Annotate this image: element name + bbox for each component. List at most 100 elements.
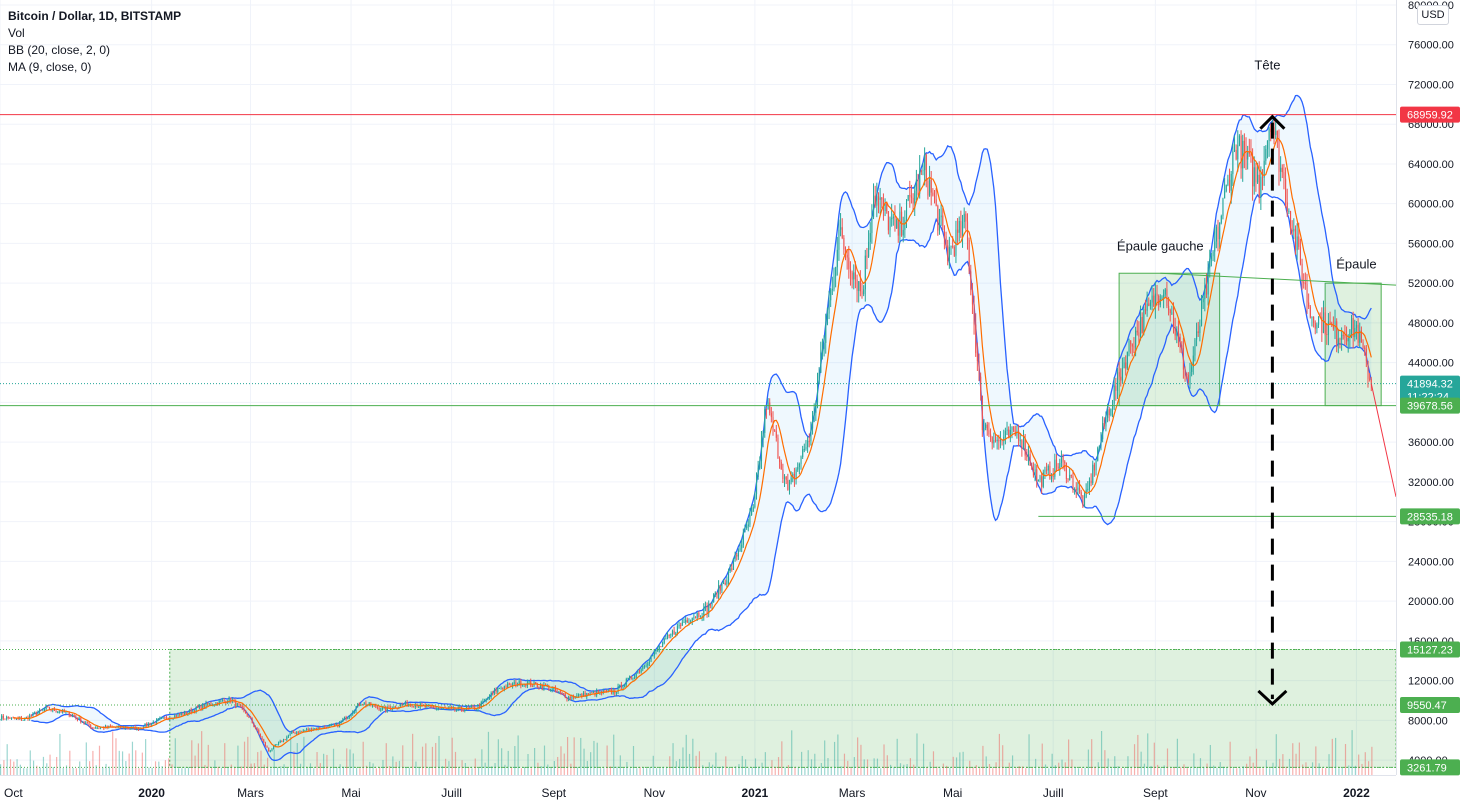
candle-body xyxy=(414,705,416,707)
candle-body xyxy=(1304,283,1306,285)
candle-body xyxy=(240,705,242,707)
volume-bar xyxy=(1226,767,1228,775)
volume-bar xyxy=(1311,762,1314,775)
currency-button[interactable]: USD xyxy=(1417,5,1449,25)
volume-bar xyxy=(1364,752,1366,775)
volume-bar xyxy=(794,767,796,775)
candle-body xyxy=(1075,489,1077,491)
volume-bar xyxy=(876,758,879,775)
candle-body xyxy=(599,691,601,693)
candle-body xyxy=(848,257,850,270)
volume-bar xyxy=(1183,764,1185,775)
candle-body xyxy=(1309,306,1311,318)
candle-body xyxy=(826,313,828,325)
candle-body xyxy=(731,568,733,570)
candle-body xyxy=(7,717,9,719)
candle-body xyxy=(543,684,545,689)
candle-body xyxy=(1026,455,1028,458)
candle-body xyxy=(886,202,888,212)
candle-body xyxy=(757,467,759,477)
volume-bar xyxy=(1328,754,1330,775)
volume-bar xyxy=(764,752,766,775)
volume-bar xyxy=(979,768,981,775)
candle-body xyxy=(770,413,772,418)
candle-body xyxy=(78,717,80,720)
moving-average-line xyxy=(13,137,1372,748)
volume-bar xyxy=(283,764,285,775)
candle-body xyxy=(335,723,337,726)
volume-bar xyxy=(1035,758,1037,775)
candle-body xyxy=(584,692,586,698)
volume-bar xyxy=(1331,738,1333,775)
candle-body xyxy=(1229,179,1231,191)
candle-body xyxy=(866,255,868,257)
volume-bar xyxy=(566,737,569,775)
candle-body xyxy=(400,704,402,707)
volume-bar xyxy=(29,750,31,775)
candle-body xyxy=(797,466,799,470)
candle-body xyxy=(554,687,557,691)
candle-body xyxy=(1046,469,1048,471)
candle-body xyxy=(932,192,934,196)
candle-body xyxy=(1288,210,1290,212)
candle-body xyxy=(1,715,3,720)
volume-bar xyxy=(557,756,559,775)
candle-body xyxy=(91,727,93,729)
candle-body xyxy=(1276,130,1278,139)
candle-body xyxy=(1042,472,1044,487)
candle-body xyxy=(843,237,845,250)
candle-body xyxy=(70,715,72,717)
candle-body xyxy=(660,646,662,648)
time-tick-label: Nov xyxy=(1245,786,1266,800)
candle-body xyxy=(792,474,794,478)
volume-bar xyxy=(263,764,265,775)
volume-bar xyxy=(270,768,272,775)
candle-body xyxy=(947,245,949,262)
candle-body xyxy=(416,705,418,708)
volume-bar xyxy=(886,755,888,775)
candle-body xyxy=(358,703,360,706)
volume-bar xyxy=(738,764,740,775)
candle-body xyxy=(353,711,355,713)
candle-body xyxy=(250,716,252,719)
candle-body xyxy=(165,717,168,719)
candle-body xyxy=(1172,312,1175,330)
candle-body xyxy=(1174,329,1176,336)
volume-bar xyxy=(428,767,430,775)
candle-body xyxy=(1327,321,1330,335)
candle-body xyxy=(273,746,275,750)
candle-body xyxy=(1205,285,1208,295)
candle-body xyxy=(284,739,286,741)
price-tick-label: 24000.00 xyxy=(1408,556,1454,568)
volume-bar xyxy=(1275,734,1277,775)
candle-body xyxy=(726,580,728,585)
volume-indicator-label[interactable]: Vol xyxy=(8,26,25,40)
moving-average-label[interactable]: MA (9, close, 0) xyxy=(8,60,92,74)
candle-body xyxy=(962,222,964,238)
volume-bar xyxy=(718,767,720,775)
candle-body xyxy=(294,732,296,734)
candle-body xyxy=(1159,298,1161,305)
volume-bar xyxy=(814,753,816,775)
volume-bar xyxy=(609,766,612,775)
candle-body xyxy=(365,702,367,706)
volume-bar xyxy=(807,750,809,775)
candle-body xyxy=(1314,322,1316,329)
candle-body xyxy=(200,705,202,710)
bollinger-bands-label[interactable]: BB (20, close, 2, 0) xyxy=(8,43,111,57)
candle-body xyxy=(551,688,553,690)
volume-bar xyxy=(1028,734,1030,775)
price-tick-label: 76000.00 xyxy=(1408,40,1454,52)
candle-body xyxy=(187,712,189,714)
candle-body xyxy=(484,700,486,702)
candle-body xyxy=(482,701,484,703)
candle-body xyxy=(205,702,207,708)
volume-bar xyxy=(725,756,727,775)
volume-bar xyxy=(537,762,539,775)
candle-body xyxy=(658,646,660,650)
volume-bar xyxy=(649,767,651,775)
candle-body xyxy=(190,709,192,713)
volume-bar xyxy=(1255,748,1258,775)
volume-bar xyxy=(642,768,644,775)
